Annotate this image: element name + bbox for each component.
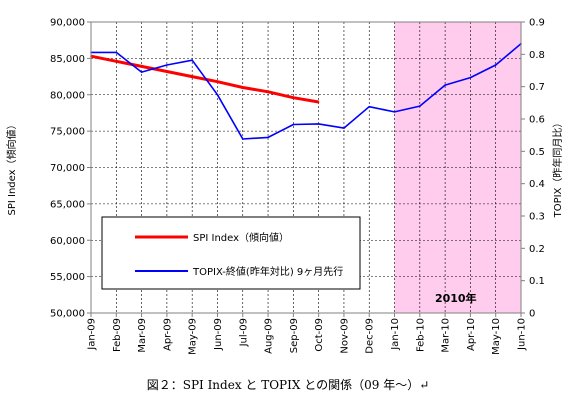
- data-point: [115, 51, 118, 54]
- tick-label-x: Nov-09: [339, 318, 350, 354]
- chart: 50,000 55,000 60,000 65,000 70,000 75,000 80,0…: [5, 18, 564, 355]
- tick-label-x: Feb-10: [415, 318, 426, 352]
- data-point: [419, 105, 421, 107]
- data-point: [267, 136, 269, 139]
- data-point: [368, 105, 371, 108]
- tick-label-right: 0.5: [529, 147, 545, 158]
- axes: 50,000 55,000 60,000 65,000 70,000 75,000 80,0…: [50, 18, 545, 355]
- data-point: [393, 111, 396, 113]
- y-axis-right-label: TOPIX（昨年同月比）: [551, 118, 564, 219]
- tick-label-x: Apr-09: [162, 318, 173, 351]
- tick-label-left: 50,000: [50, 309, 85, 320]
- tick-label-right: 0.4: [529, 179, 545, 190]
- tick-label-left: 80,000: [50, 90, 85, 101]
- tick-label-x: Sep-09: [289, 318, 300, 353]
- tick-label-x: Aug-09: [264, 318, 275, 354]
- tick-label-x: Jan-09: [87, 318, 98, 351]
- tick-label-left: 60,000: [50, 236, 85, 247]
- data-point: [267, 91, 269, 93]
- data-point: [292, 123, 295, 126]
- tick-label-right: 0.2: [529, 244, 545, 255]
- tick-label-x: Feb-09: [112, 318, 123, 352]
- tick-label-left: 90,000: [50, 18, 85, 29]
- data-point: [166, 64, 168, 66]
- tick-label-x: Jan-10: [390, 318, 401, 351]
- tick-label-x: Oct-09: [314, 318, 325, 352]
- tick-label-right: 0.8: [529, 50, 545, 61]
- tick-label-left: 75,000: [50, 127, 85, 138]
- data-point: [241, 86, 244, 89]
- legend-label-spi: SPI Index（傾向値）: [193, 231, 289, 244]
- tick-label-x: Dec-09: [365, 318, 376, 354]
- legend-label-topix: TOPIX-終値(昨年対比) 9ヶ月先行: [192, 265, 343, 278]
- tick-label-x: Apr-10: [466, 318, 477, 351]
- series-line-spi: [90, 54, 319, 104]
- data-point: [191, 75, 193, 78]
- data-point: [241, 138, 244, 140]
- tick-label-right: 0.6: [529, 115, 545, 126]
- data-point: [494, 64, 497, 66]
- data-point: [216, 80, 219, 83]
- tick-label-left: 65,000: [50, 199, 85, 210]
- data-point: [317, 123, 320, 125]
- grid: [91, 22, 521, 313]
- data-point: [140, 71, 143, 73]
- data-point: [216, 93, 219, 96]
- shaded-region-rect: [394, 22, 521, 313]
- tick-label-x: May-10: [491, 318, 502, 355]
- tick-label-x: Mar-09: [137, 318, 148, 353]
- figure-caption: 図２：SPI Index と TOPIX との関係（09 年〜）↵: [146, 378, 430, 392]
- tick-label-x: Jun-09: [213, 318, 224, 351]
- shaded-region: [394, 22, 521, 313]
- data-point: [115, 60, 118, 63]
- data-point: [444, 84, 446, 86]
- data-point: [469, 76, 472, 79]
- tick-label-right: 0.1: [529, 276, 545, 287]
- tick-label-right: 0.7: [529, 82, 545, 93]
- tick-label-right: 0: [529, 309, 535, 320]
- data-point: [292, 96, 295, 99]
- tick-label-left: 70,000: [50, 163, 85, 174]
- data-point: [317, 101, 320, 103]
- region-label: 2010年: [435, 291, 477, 305]
- legend-box: [101, 216, 361, 290]
- data-point: [343, 127, 345, 129]
- tick-label-x: Jun-10: [517, 318, 528, 351]
- data-point: [140, 65, 143, 68]
- tick-label-left: 85,000: [50, 54, 85, 65]
- tick-label-left: 55,000: [50, 272, 85, 283]
- tick-label-x: Mar-10: [441, 318, 452, 353]
- data-point: [191, 59, 193, 61]
- tick-label-right: 0.3: [529, 212, 545, 223]
- tick-label-right: 0.9: [529, 18, 545, 29]
- data-point: [166, 70, 168, 73]
- tick-label-x: May-09: [188, 318, 199, 355]
- y-axis-left-label: SPI Index（傾向値）: [5, 119, 18, 215]
- series-line-topix: [91, 43, 522, 140]
- tick-label-x: Jul-09: [238, 318, 249, 347]
- legend: SPI Index（傾向値） TOPIX-終値(昨年対比) 9ヶ月先行: [101, 216, 361, 290]
